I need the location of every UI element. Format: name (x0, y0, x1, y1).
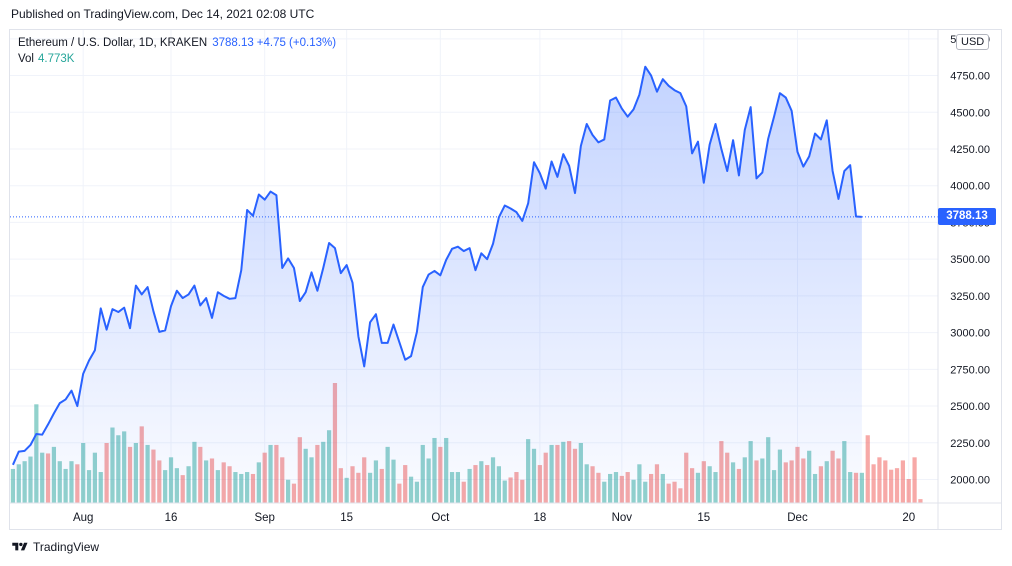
y-tick-label: 3500.00 (950, 254, 990, 266)
price-area (12, 66, 862, 503)
published-text: Published on TradingView.com, Dec 14, 20… (11, 7, 315, 21)
x-tick-label: Dec (787, 512, 808, 524)
y-tick-label: 3250.00 (950, 291, 990, 303)
volume-bar (877, 457, 882, 503)
volume-value: 4.773K (38, 53, 75, 65)
y-tick-label: 2000.00 (950, 474, 990, 486)
y-tick-label: 2750.00 (950, 364, 990, 376)
x-tick-label: Aug (73, 512, 93, 524)
y-tick-label: 3000.00 (950, 328, 990, 340)
volume-bar (889, 469, 894, 503)
x-tick-label: 16 (165, 512, 178, 524)
y-tick-label: 2500.00 (950, 401, 990, 413)
footer-brand-text: TradingView (33, 540, 100, 554)
y-tick-label: 4750.00 (950, 71, 990, 83)
volume-label: Vol (18, 53, 34, 65)
volume-bar (912, 457, 917, 503)
chart-frame[interactable] (9, 29, 1002, 530)
legend-price: 3788.13 (212, 37, 254, 49)
currency-button[interactable]: USD (956, 34, 990, 50)
x-tick-label: Oct (431, 512, 450, 524)
volume-bar (906, 479, 911, 503)
x-tick-label: 15 (340, 512, 353, 524)
y-tick-label: 4500.00 (950, 107, 990, 119)
symbol-title: Ethereum / U.S. Dollar, 1D, KRAKEN (18, 37, 208, 49)
price-line (12, 65, 862, 466)
volume-bar (894, 468, 900, 503)
volume-bar (883, 460, 888, 503)
volume-bar (871, 464, 876, 503)
x-tick-label: 15 (697, 512, 710, 524)
x-tick-label: Sep (254, 512, 274, 524)
tradingview-logo-icon (12, 542, 28, 551)
y-tick-label: 4250.00 (950, 144, 990, 156)
volume-bar (918, 499, 923, 503)
chart-legend: Ethereum / U.S. Dollar, 1D, KRAKEN 3788.1… (18, 35, 336, 67)
x-tick-label: 18 (533, 512, 546, 524)
volume-bar (865, 435, 870, 503)
last-price-tag: 3788.13 (938, 208, 996, 226)
volume-bar (900, 460, 905, 503)
y-tick-label: 4000.00 (950, 181, 990, 193)
footer-brand[interactable]: TradingView (11, 540, 99, 554)
y-tick-label: 2250.00 (950, 438, 990, 450)
legend-change: +4.75 (+0.13%) (256, 37, 337, 49)
x-tick-label: 20 (902, 512, 915, 524)
volume-bar (10, 468, 16, 503)
x-tick-label: Nov (612, 512, 633, 524)
